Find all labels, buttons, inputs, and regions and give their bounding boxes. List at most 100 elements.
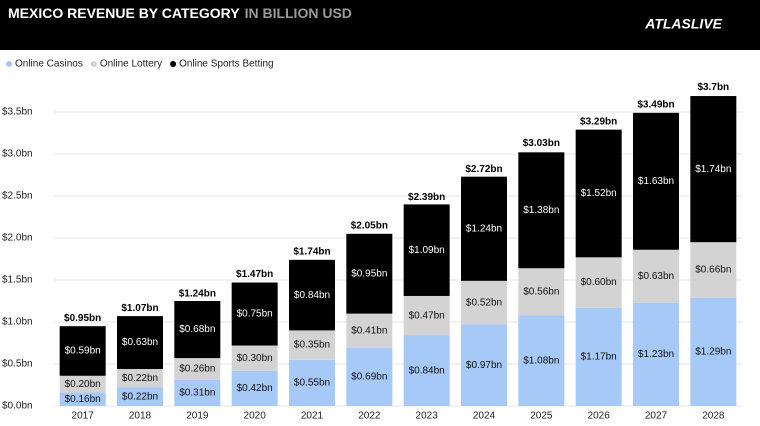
bar-segment [518,315,565,406]
bar-segment [690,242,737,298]
total-label: $2.72bn [465,164,502,175]
value-label: $0.16bn [65,394,101,405]
x-tick-label: 2022 [358,411,381,422]
value-label: $0.31bn [179,388,215,399]
value-label: $0.66bn [695,265,731,276]
total-label: $2.39bn [408,192,445,203]
bar-segment [117,369,163,388]
value-label: $1.52bn [581,188,617,199]
value-label: $0.26bn [179,364,215,375]
bar-segment [174,301,221,359]
x-tick-label: 2024 [473,411,496,422]
bar-segment [461,176,507,281]
bar-segment [461,324,507,406]
value-label: $0.47bn [409,310,445,321]
legend-swatch [6,61,12,67]
y-tick-label: $0.0bn [2,401,33,412]
value-label: $0.41bn [351,325,387,336]
chart-title: MEXICO REVENUE BY CATEGORY IN BILLION USD [8,5,352,21]
value-label: $0.97bn [466,360,502,371]
legend-swatch [90,61,97,67]
legend-label: Online Casinos [15,59,83,70]
value-label: $0.84bn [409,365,445,376]
bar-segment [403,204,450,296]
brand-logo: ATLASLIVE [644,16,722,32]
x-tick-label: 2023 [416,411,439,422]
y-tick-label: $0.5bn [2,359,33,370]
x-tick-label: 2025 [530,411,553,422]
x-tick-label: 2026 [588,411,611,422]
bar-segment [231,345,278,371]
value-label: $0.22bn [122,391,158,402]
x-tick-label: 2021 [301,411,324,422]
total-label: $3.49bn [637,99,674,110]
legend-swatch [170,61,177,67]
value-label: $1.23bn [638,349,674,360]
bar-segment [633,249,679,303]
total-label: $3.29bn [580,116,617,127]
x-tick-label: 2028 [702,411,725,422]
bar-segment [174,379,221,406]
bar-segment [59,392,106,406]
total-label: $3.7bn [697,82,729,93]
value-label: $0.95bn [351,268,387,279]
value-label: $1.63bn [638,176,674,187]
value-label: $1.29bn [695,346,731,357]
value-label: $1.08bn [523,355,559,366]
bar-segment [633,112,679,250]
value-label: $0.75bn [237,309,273,320]
total-label: $3.03bn [523,138,560,149]
x-tick-label: 2018 [129,411,152,422]
title: MEXICO REVENUE BY CATEGORY [8,5,240,21]
bar-segment [690,96,737,243]
value-label: $1.24bn [466,223,502,234]
bar-segment [518,268,565,316]
subtitle: IN BILLION USD [245,5,352,21]
y-tick-label: $2.5bn [2,191,33,202]
bar-segment [59,326,106,376]
value-label: $0.20bn [65,379,101,390]
value-label: $1.38bn [523,205,559,216]
value-label: $1.74bn [695,164,731,175]
value-label: $0.68bn [179,324,215,335]
value-label: $0.60bn [581,277,617,288]
bar-segment [575,257,622,308]
bar-segment [690,297,737,406]
value-label: $0.42bn [237,383,273,394]
value-label: $0.63bn [122,337,158,348]
bar-segment [231,282,278,346]
bar-segment [289,359,335,406]
bar-segment [518,152,565,269]
y-tick-label: $3.5bn [2,107,33,118]
value-label: $0.59bn [65,346,101,357]
bar-segment [117,316,163,370]
bar-segment [346,348,393,406]
y-tick-label: $2.0bn [2,233,33,244]
bar-segment [346,233,393,314]
bar-segment [289,259,335,331]
legend-label: Online Sports Betting [179,59,274,70]
total-label: $1.47bn [236,269,273,280]
legend-label: Online Lottery [100,59,162,70]
value-label: $1.17bn [581,352,617,363]
x-tick-label: 2027 [645,411,668,422]
bar-segment [575,307,622,406]
value-label: $0.35bn [294,340,330,351]
value-label: $0.30bn [237,353,273,364]
bar-segment [59,375,106,393]
total-label: $1.24bn [179,288,216,299]
x-tick-label: 2020 [244,411,267,422]
y-tick-label: $1.0bn [2,317,33,328]
value-label: $0.55bn [294,378,330,389]
bar-segment [403,335,450,406]
total-label: $1.74bn [293,246,330,257]
value-label: $1.09bn [409,245,445,256]
header-band [0,0,760,50]
bar-segment [231,370,278,406]
bar-segment [403,295,450,336]
value-label: $0.63bn [638,271,674,282]
bar-segment [461,280,507,325]
total-label: $1.07bn [121,303,158,314]
total-label: $0.95bn [64,313,101,324]
